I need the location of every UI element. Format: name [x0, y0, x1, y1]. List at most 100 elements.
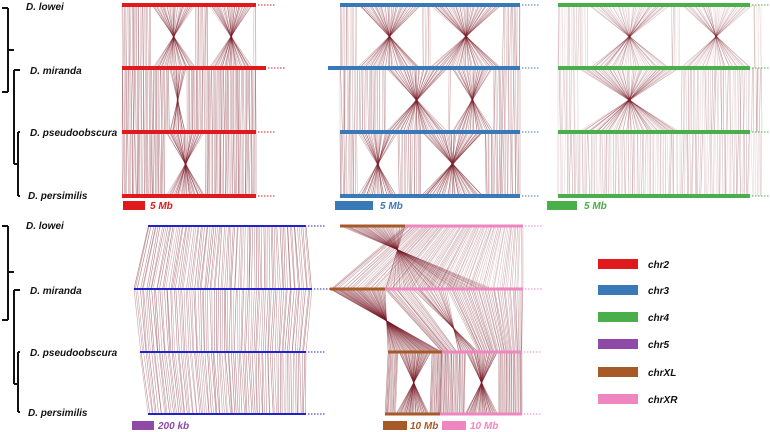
synteny-link [226, 288, 229, 353]
synteny-link [458, 351, 461, 415]
synteny-link [690, 4, 742, 69]
synteny-link [478, 288, 498, 353]
synteny-link [390, 67, 443, 133]
synteny-link [457, 67, 487, 133]
synteny-link [125, 67, 128, 133]
synteny-link [356, 67, 358, 133]
synteny-link [218, 351, 223, 415]
synteny-link [197, 351, 204, 415]
synteny-link [405, 67, 428, 133]
synteny-link [125, 131, 127, 197]
synteny-link [594, 4, 666, 69]
chromosome-fragment [270, 195, 272, 197]
synteny-link [375, 4, 404, 69]
chromosome-fragment [764, 4, 766, 6]
species-label-miranda-bottom: D. miranda [30, 286, 82, 297]
synteny-link [364, 67, 366, 133]
synteny-link [303, 351, 306, 415]
synteny-link [155, 4, 192, 69]
scale-label-chr5: 200 kb [157, 421, 189, 432]
synteny-link [408, 67, 425, 133]
synteny-link [574, 131, 576, 197]
synteny-link [341, 225, 413, 290]
chromosome-fragment [764, 195, 766, 197]
synteny-link [350, 225, 476, 290]
synteny-link [240, 67, 243, 133]
synteny-link [499, 288, 510, 353]
synteny-link [507, 288, 514, 353]
synteny-link [510, 131, 513, 197]
synteny-link [465, 67, 480, 133]
synteny-link [589, 67, 668, 133]
chromosome-fragment [536, 351, 538, 353]
synteny-link [347, 131, 350, 197]
synteny-link [621, 131, 624, 197]
chromosome-fragment [270, 4, 272, 6]
legend-label-chr5: chr5 [648, 340, 670, 351]
chromosome-fragment [534, 195, 536, 197]
synteny-link [168, 67, 170, 133]
synteny-link [127, 131, 129, 197]
synteny-link [242, 351, 247, 415]
synteny-link [258, 225, 262, 290]
synteny-link [335, 225, 410, 290]
synteny-link [383, 4, 396, 69]
chromosome-fragment [525, 195, 527, 197]
synteny-link [201, 351, 207, 415]
synteny-link [271, 225, 275, 290]
synteny-link [682, 67, 685, 133]
synteny-link [187, 288, 192, 353]
synteny-link [632, 131, 634, 197]
synteny-link [562, 67, 565, 133]
synteny-link [453, 67, 492, 133]
synteny-link [568, 131, 570, 197]
synteny-link [384, 225, 418, 290]
chromosome-fragment [525, 4, 527, 6]
chromosome-fragment [752, 131, 754, 133]
synteny-link [402, 288, 453, 353]
synteny-link [399, 67, 433, 133]
synteny-link [218, 4, 244, 69]
synteny-link [232, 288, 235, 353]
synteny-link [163, 351, 172, 415]
synteny-link [343, 225, 489, 290]
synteny-link [462, 225, 486, 290]
chromosome-fragment [539, 351, 541, 353]
synteny-link [299, 288, 306, 353]
synteny-link [377, 4, 403, 69]
synteny-link [427, 225, 466, 290]
synteny-link [455, 67, 490, 133]
synteny-link [693, 4, 738, 69]
synteny-link [411, 225, 456, 290]
synteny-link [278, 288, 282, 353]
synteny-link [396, 67, 436, 133]
synteny-link [672, 4, 674, 69]
synteny-link [195, 351, 202, 415]
synteny-link [246, 225, 249, 290]
synteny-link [696, 67, 698, 133]
synteny-link [447, 225, 477, 290]
synteny-link [497, 288, 508, 353]
chromosome-fragment [261, 131, 263, 133]
synteny-link [406, 67, 426, 133]
chromosome-fragment [537, 288, 539, 290]
synteny-link [144, 131, 147, 197]
synteny-link [161, 288, 166, 353]
synteny-link [158, 4, 189, 69]
synteny-link [240, 288, 243, 353]
synteny-link [133, 288, 142, 353]
synteny-link [264, 288, 269, 353]
synteny-link [737, 67, 739, 133]
synteny-link [261, 351, 264, 415]
synteny-link [514, 4, 517, 69]
synteny-link [343, 225, 488, 290]
synteny-link [346, 225, 416, 290]
synteny-link [707, 4, 724, 69]
synteny-panel-chr2 [121, 3, 285, 198]
synteny-link [394, 351, 398, 415]
synteny-link [135, 67, 137, 133]
synteny-link [459, 225, 485, 290]
chromosome-bar [558, 130, 750, 134]
synteny-link [608, 67, 650, 133]
synteny-link [504, 288, 512, 353]
